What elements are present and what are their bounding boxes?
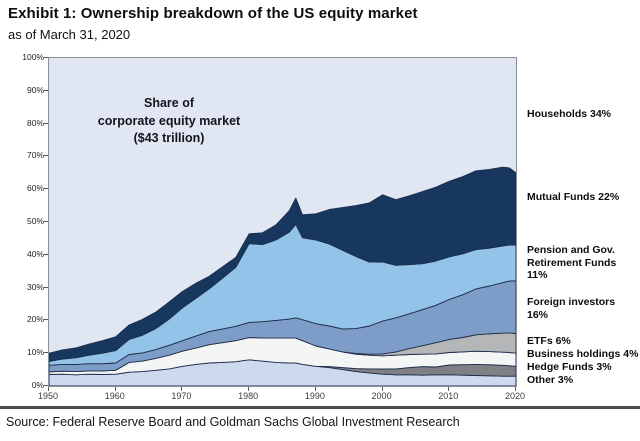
- y-tick-label: 50%: [26, 216, 44, 226]
- x-tick-label: 2020: [504, 391, 526, 401]
- x-tick-mark: [515, 386, 516, 391]
- y-tick-mark: [44, 188, 48, 190]
- y-tick-label: 10%: [26, 347, 44, 358]
- x-tick-mark: [181, 386, 183, 391]
- legend-hedge-funds: Hedge Funds 3%: [527, 361, 612, 373]
- chart-annotation: Share of corporate equity market ($43 tr…: [97, 96, 241, 145]
- x-tick-label: 1980: [238, 391, 259, 401]
- x-tick-label: 2000: [371, 391, 392, 401]
- y-tick-mark: [44, 155, 48, 157]
- y-tick-mark: [44, 385, 48, 386]
- y-tick-label: 80%: [26, 117, 44, 128]
- legend-mutual-funds: Mutual Funds 22%: [527, 191, 620, 203]
- y-tick-label: 20%: [26, 314, 44, 325]
- legend-pension-gov-retirement: Pension and Gov. Retirement Funds 11%: [527, 244, 617, 282]
- x-tick-label: 2010: [438, 391, 459, 401]
- x-tick-label: 1950: [37, 391, 59, 401]
- x-tick-label: 1960: [104, 391, 125, 401]
- plot-area: [48, 57, 517, 387]
- x-tick-mark: [114, 386, 116, 391]
- page-subtitle: as of March 31, 2020: [8, 27, 131, 42]
- y-tick-label: 40%: [26, 248, 44, 259]
- x-tick-mark: [448, 386, 450, 391]
- y-tick-mark: [44, 57, 48, 58]
- x-tick-mark: [248, 386, 250, 391]
- legend-other: Other 3%: [527, 374, 574, 386]
- legend-households: Households 34%: [527, 108, 612, 120]
- y-tick-label: 0%: [31, 380, 44, 390]
- x-tick-label: 1990: [304, 391, 325, 401]
- y-tick-mark: [44, 286, 48, 288]
- y-tick-mark: [44, 253, 48, 255]
- x-tick-mark: [314, 386, 316, 391]
- y-tick-mark: [44, 319, 48, 321]
- y-tick-label: 60%: [26, 183, 44, 194]
- legend-etfs: ETFs 6%: [527, 335, 571, 347]
- y-tick-label: 90%: [26, 84, 44, 95]
- y-tick-mark: [44, 122, 48, 124]
- source-divider: [0, 406, 640, 409]
- y-tick-label: 100%: [22, 52, 44, 62]
- y-tick-mark: [44, 89, 48, 91]
- x-tick-mark: [48, 386, 49, 391]
- y-tick-label: 70%: [26, 150, 44, 161]
- x-tick-mark: [381, 386, 383, 391]
- legend-foreign-investors: Foreign investors 16%: [527, 296, 616, 321]
- y-tick-mark: [44, 352, 48, 354]
- y-tick-mark: [44, 221, 48, 222]
- source-text: Source: Federal Reserve Board and Goldma…: [6, 415, 460, 429]
- stacked-area-chart: [49, 166, 516, 386]
- band-mutual-funds: [49, 166, 516, 362]
- y-tick-label: 30%: [26, 281, 44, 292]
- page-title: Exhibit 1: Ownership breakdown of the US…: [8, 5, 418, 22]
- legend-business-holdings: Business holdings 4%: [527, 348, 639, 360]
- x-tick-label: 1970: [171, 391, 192, 401]
